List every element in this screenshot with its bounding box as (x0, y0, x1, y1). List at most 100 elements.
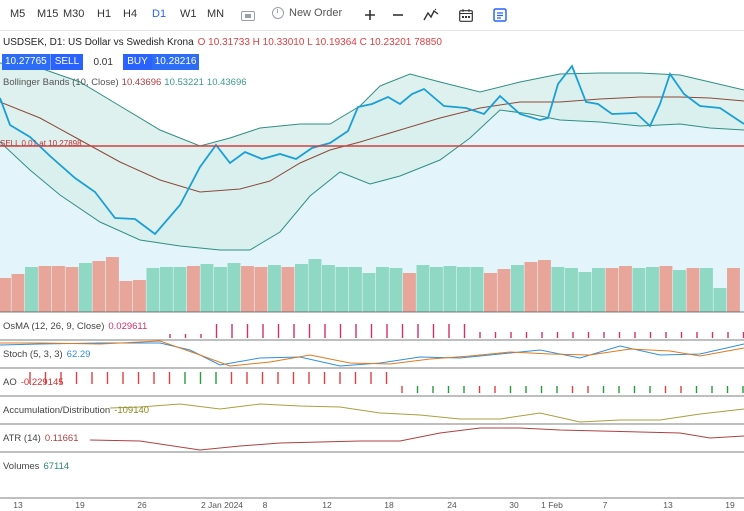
volume-bar (511, 265, 524, 312)
time-axis-label: 7 (602, 500, 608, 510)
volume-bar (254, 267, 268, 312)
time-axis-label: 24 (447, 500, 457, 510)
ad-legend[interactable]: Accumulation/Distribution -109140 (3, 405, 149, 416)
volumes-value: 67114 (43, 461, 70, 472)
clock-icon (272, 7, 284, 19)
volume-bar (619, 266, 632, 312)
volume-bar (497, 269, 511, 312)
time-axis-label: 12 (322, 500, 332, 510)
time-axis-label: 19 (75, 500, 85, 510)
time-axis[interactable]: 13 19 26 2 Jan 2024 8 12 18 24 30 1 Feb … (0, 500, 744, 511)
volume-bar (389, 268, 403, 312)
ao-legend[interactable]: AO -0.229145 (3, 377, 64, 388)
new-order-button[interactable]: New Order (272, 7, 342, 19)
volume-bar (106, 257, 119, 312)
time-axis-label: 8 (262, 500, 268, 510)
time-axis-label: 2 Jan 2024 (200, 500, 244, 510)
osma-legend[interactable]: OsMA (12, 26, 9, Close) 0.029611 (3, 321, 147, 332)
lot-size-input[interactable]: 0.01 (93, 56, 113, 68)
volume-bar (92, 261, 106, 312)
volume-bar (457, 267, 470, 312)
timeframe-d1[interactable]: D1 (152, 8, 167, 20)
bollinger-legend[interactable]: Bollinger Bands (10, Close) 10.43696 10.53… (3, 77, 247, 88)
timeframe-mn[interactable]: MN (207, 8, 225, 20)
volume-bar (349, 267, 362, 312)
price-chart[interactable] (0, 31, 744, 511)
buy-price[interactable]: 10.28216 (151, 54, 200, 70)
calendar-icon[interactable] (456, 5, 476, 25)
sell-button[interactable]: SELL (49, 54, 84, 70)
volume-bar (416, 265, 430, 312)
volume-bar (25, 267, 38, 312)
book-icon[interactable] (490, 5, 510, 25)
volume-bar (565, 268, 578, 312)
volume-bar (605, 268, 619, 312)
plus-icon[interactable] (360, 5, 380, 25)
atr-legend[interactable]: ATR (14) 0.11661 (3, 433, 78, 444)
volume-bar (65, 267, 79, 312)
buy-button[interactable]: BUY (123, 54, 152, 70)
volume-bar (713, 288, 727, 312)
osma-value: 0.029611 (108, 321, 148, 332)
volume-bar (52, 266, 65, 312)
atr-value: 0.11661 (44, 433, 79, 444)
volume-bar (214, 267, 227, 312)
atr-label: ATR (14) (3, 433, 41, 444)
volume-bar (673, 270, 686, 312)
ad-line (109, 403, 744, 423)
bollinger-upper-line (0, 62, 744, 147)
volume-bar (686, 268, 700, 312)
time-axis-label: 26 (137, 500, 147, 510)
volume-bar (38, 266, 52, 312)
volume-bar (430, 267, 443, 312)
new-order-label: New Order (289, 7, 343, 19)
volume-bar (308, 259, 322, 312)
timeframe-m15[interactable]: M15 (37, 8, 59, 20)
ao-value: -0.229145 (20, 377, 64, 388)
volumes-label: Volumes (3, 461, 40, 472)
volume-bar (700, 268, 713, 312)
time-axis-label: 13 (663, 500, 673, 510)
time-axis-label: 13 (13, 500, 23, 510)
minus-icon[interactable] (388, 5, 408, 25)
time-axis-label: 1 Feb (541, 500, 563, 510)
volumes-legend[interactable]: Volumes 67114 (3, 461, 69, 472)
volume-bar (227, 263, 241, 312)
volume-bar (484, 273, 497, 312)
volume-bar (632, 268, 646, 312)
volume-bar (659, 266, 673, 312)
ao-histogram (29, 372, 744, 393)
stoch-value: 62.29 (66, 349, 91, 360)
bollinger-value-3: 10.43696 (206, 77, 247, 88)
stoch-legend[interactable]: Stoch (5, 3, 3) 62.29 (3, 349, 90, 360)
timeframe-h1[interactable]: H1 (97, 8, 112, 20)
timeframe-m30[interactable]: M30 (63, 8, 85, 20)
timeframe-m5[interactable]: M5 (10, 8, 26, 20)
bollinger-middle-line (0, 96, 744, 193)
indicator-icon[interactable] (421, 5, 441, 25)
camera-icon[interactable] (238, 5, 258, 25)
volume-bar (268, 265, 281, 312)
volume-bar (173, 267, 187, 312)
volume-bar (362, 273, 376, 312)
volume-bar (295, 264, 308, 312)
osma-label: OsMA (12, 26, 9, Close) (3, 321, 105, 332)
stoch-k-line (0, 342, 744, 367)
stoch-d-line (0, 340, 744, 367)
timeframe-w1[interactable]: W1 (180, 8, 197, 20)
bollinger-value-2: 10.53221 (164, 77, 204, 88)
volume-bar (11, 274, 25, 312)
volume-bars (0, 257, 740, 312)
volume-bar (578, 272, 592, 312)
volume-bar (281, 267, 295, 312)
stoch-label: Stoch (5, 3, 3) (3, 349, 63, 360)
volume-bar (241, 266, 254, 312)
sell-price[interactable]: 10.27765 (2, 54, 50, 70)
symbol-header: USDSEK, D1: US Dollar vs Swedish Krona O … (3, 37, 442, 48)
time-axis-label: 30 (509, 500, 519, 510)
toolbar: M5 M15 M30 H1 H4 D1 W1 MN New Order (0, 0, 744, 31)
symbol-title: USDSEK, D1: US Dollar vs Swedish Krona (3, 37, 194, 48)
sell-line-label[interactable]: SELL 0.01 at 10.27898 (0, 139, 82, 148)
timeframe-h4[interactable]: H4 (123, 8, 138, 20)
volume-bar (727, 268, 740, 312)
